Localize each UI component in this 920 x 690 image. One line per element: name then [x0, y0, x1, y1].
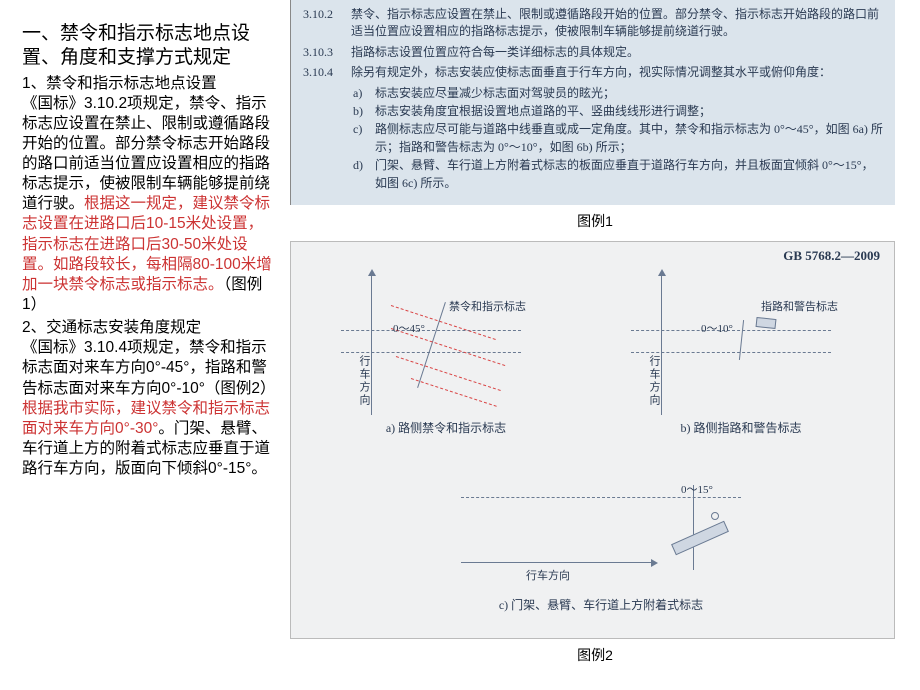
sec2-body: 《国标》3.10.4项规定，禁令和指示标志面对来车方向0°-45°，指路和警告标… — [22, 338, 277, 479]
diagram-pane-a: 0～45° 禁令和指示标志 行车方向 a) 路侧禁令和指示标志 — [301, 270, 591, 430]
fig1-txt-3103: 指路标志设置位置应符合每一类详细标志的具体规定。 — [351, 44, 883, 61]
sec2-title: 交通标志安装角度规定 — [46, 319, 201, 336]
fig1-num-3102: 3.10.2 — [303, 6, 351, 41]
fig1-b-text: 标志安装角度宜根据设置地点道路的平、竖曲线线形进行调整； — [375, 103, 711, 120]
pane-a-direction-label: 行车方向 — [356, 355, 372, 407]
sec2-number: 2、 — [22, 319, 46, 336]
pane-c-sign-panel — [671, 521, 729, 556]
fig1-num-3103: 3.10.3 — [303, 44, 351, 61]
sec1-title: 禁令和指示标志地点设置 — [46, 75, 217, 92]
sec1-number: 1、 — [22, 75, 46, 92]
fig1-c-label: c) — [353, 121, 375, 156]
subsection-1: 1、禁令和指示标志地点设置 — [22, 74, 277, 94]
section-heading: 一、禁令和指示标志地点设置、角度和支撑方式规定 — [22, 22, 277, 70]
pane-a-angle-label: 0～45° — [393, 320, 425, 336]
fig1-d-label: d) — [353, 157, 375, 192]
gb-standard-number: GB 5768.2—2009 — [783, 248, 880, 264]
pane-a-dash-1 — [341, 330, 521, 331]
pane-c-dash — [461, 497, 741, 498]
figure-2-diagram: GB 5768.2—2009 0～45° 禁令和指示标志 行车方向 a) 路侧禁… — [290, 241, 895, 639]
fig1-a-label: a) — [353, 85, 375, 102]
pane-a-red-dash-4 — [411, 378, 497, 407]
pane-b-dash-2 — [631, 352, 831, 353]
sec2-body-1: 《国标》3.10.4项规定，禁令和指示标志面对来车方向0°-45°，指路和警告标… — [22, 339, 276, 396]
subsection-2: 2、交通标志安装角度规定 — [22, 318, 277, 338]
fig1-b-label: b) — [353, 103, 375, 120]
pane-a-red-dash-3 — [396, 356, 501, 391]
pane-b-angle-label: 0～10° — [701, 320, 733, 336]
pane-c-post — [693, 485, 694, 570]
figure-1-caption: 图例1 — [290, 211, 900, 231]
figure-2-caption: 图例2 — [290, 645, 900, 665]
pane-c-joint-icon — [711, 512, 719, 520]
diagram-pane-b: 0～10° 指路和警告标志 行车方向 b) 路侧指路和警告标志 — [601, 270, 881, 430]
pane-b-sign-line — [739, 320, 744, 360]
fig1-num-3104: 3.10.4 — [303, 64, 351, 81]
pane-b-sign-rect — [756, 317, 777, 329]
pane-a-sign-label: 禁令和指示标志 — [449, 298, 526, 314]
pane-a-dash-2 — [341, 352, 521, 353]
right-figure-column: 3.10.2禁令、指示标志应设置在禁止、限制或遵循路段开始的位置。部分禁令、指示… — [290, 0, 900, 665]
pane-c-caption: c) 门架、悬臂、车行道上方附着式标志 — [441, 596, 761, 613]
sec1-body: 《国标》3.10.2项规定，禁令、指示标志应设置在禁止、限制或遵循路段开始的位置… — [22, 94, 277, 316]
arrow-right-icon — [651, 559, 658, 567]
pane-c-direction-label: 行车方向 — [526, 567, 570, 583]
fig1-txt-3102: 禁令、指示标志应设置在禁止、限制或遵循路段开始的位置。部分禁令、指示标志开始路段… — [351, 6, 883, 41]
pane-a-caption: a) 路侧禁令和指示标志 — [301, 419, 591, 436]
left-text-column: 一、禁令和指示标志地点设置、角度和支撑方式规定 1、禁令和指示标志地点设置 《国… — [22, 22, 277, 479]
pane-b-caption: b) 路侧指路和警告标志 — [601, 419, 881, 436]
fig1-txt-3104: 除另有规定外，标志安装应使标志面垂直于行车方向，视实际情况调整其水平或俯仰角度： — [351, 64, 883, 81]
figure-1-scan: 3.10.2禁令、指示标志应设置在禁止、限制或遵循路段开始的位置。部分禁令、指示… — [290, 0, 895, 205]
pane-b-direction-label: 行车方向 — [646, 355, 662, 407]
fig1-a-text: 标志安装应尽量减少标志面对驾驶员的眩光； — [375, 85, 615, 102]
pane-c-angle-label: 0～15° — [681, 481, 713, 497]
pane-b-sign-label: 指路和警告标志 — [761, 298, 838, 314]
diagram-pane-c: 0～15° 行车方向 c) 门架、悬臂、车行道上方附着式标志 — [441, 457, 761, 607]
fig1-d-text: 门架、悬臂、车行道上方附着式标志的板面应垂直于道路行车方向，并且板面宜倾斜 0°… — [375, 157, 883, 192]
fig1-c-text: 路侧标志应尽可能与道路中线垂直或成一定角度。其中，禁令和指示标志为 0°～45°… — [375, 121, 883, 156]
pane-c-road-line — [461, 562, 651, 563]
